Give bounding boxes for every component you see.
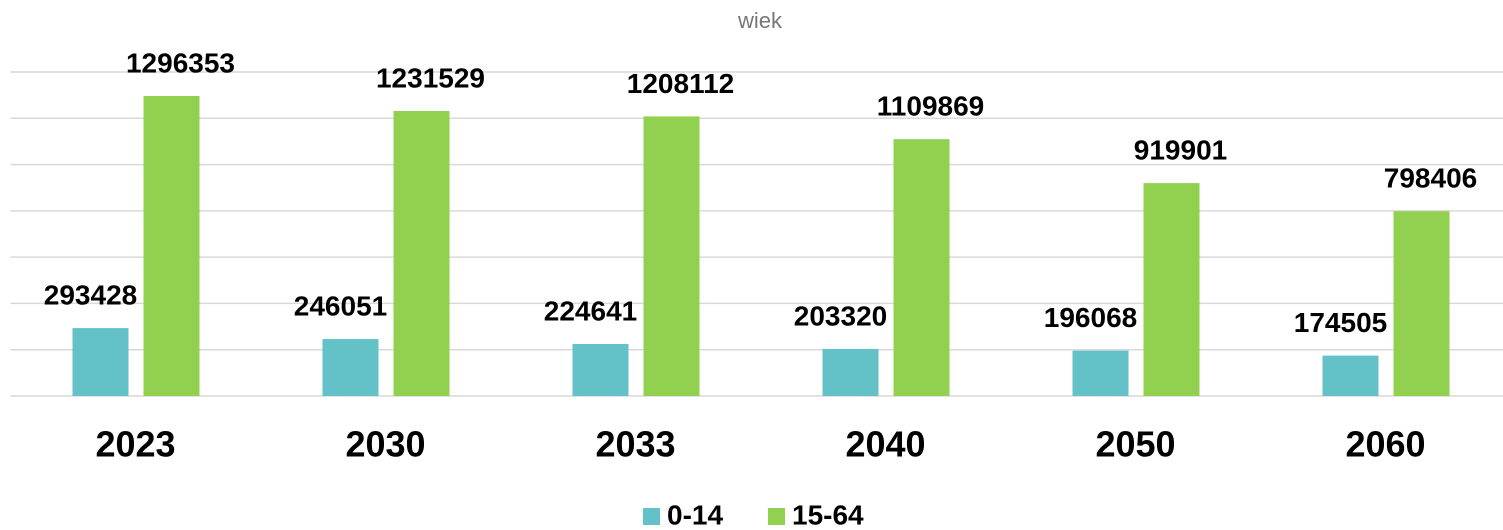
bar	[393, 110, 450, 396]
x-tick-label: 2060	[1345, 424, 1425, 465]
x-tick-label: 2023	[95, 424, 175, 465]
x-tick-label: 2050	[1095, 424, 1175, 465]
legend-swatch	[768, 508, 785, 525]
data-label: 1231529	[376, 62, 485, 93]
bar	[1393, 211, 1450, 396]
data-label: 246051	[294, 290, 387, 321]
bar	[1322, 355, 1379, 396]
legend-swatch	[643, 508, 660, 525]
x-tick-label: 2030	[345, 424, 425, 465]
x-tick-label: 2033	[595, 424, 675, 465]
bar	[643, 116, 700, 397]
bar	[143, 95, 200, 396]
chart-title: wiek	[737, 8, 783, 33]
bar	[1143, 183, 1200, 396]
data-label: 196068	[1044, 302, 1137, 333]
data-label: 1296353	[126, 47, 235, 78]
data-label: 174505	[1294, 307, 1387, 338]
bar	[572, 344, 629, 396]
data-label: 224641	[544, 295, 637, 326]
data-label: 293428	[44, 279, 137, 310]
legend-label: 0-14	[667, 499, 723, 530]
data-label: 919901	[1134, 134, 1227, 165]
bar	[822, 348, 879, 396]
bar	[893, 139, 950, 397]
x-tick-label: 2040	[845, 424, 925, 465]
bar	[1072, 350, 1129, 396]
data-label: 1208112	[627, 68, 734, 99]
data-label: 798406	[1384, 163, 1477, 194]
bar	[72, 328, 129, 396]
bar	[322, 339, 379, 396]
data-label: 203320	[794, 300, 887, 331]
legend-label: 15-64	[792, 499, 864, 530]
data-label: 1109869	[877, 91, 984, 122]
